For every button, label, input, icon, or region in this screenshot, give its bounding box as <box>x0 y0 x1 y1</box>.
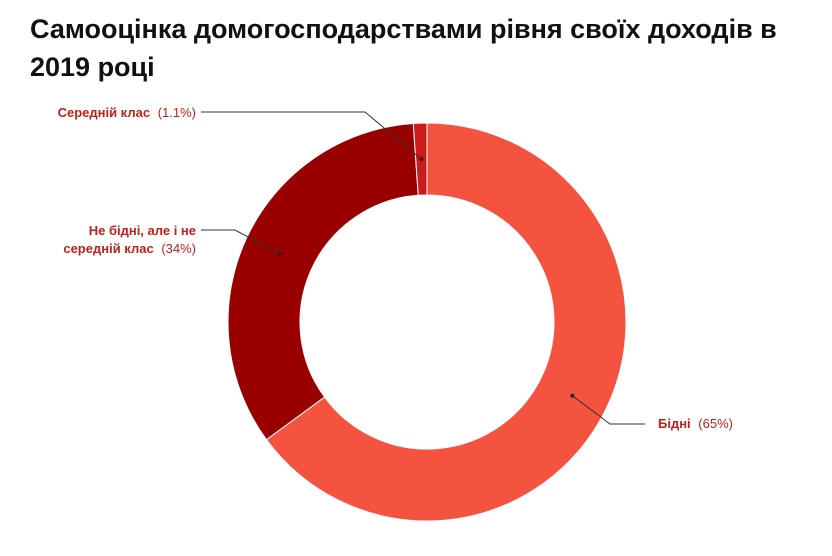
label-middle-class-name: Середній клас <box>58 105 151 120</box>
donut-slices <box>227 122 627 522</box>
label-not-poor-line2: середній клас (34%) <box>63 241 196 256</box>
leader-middle-class <box>201 111 422 160</box>
label-middle-class-pct: (1.1%) <box>158 105 196 120</box>
leader-middle-class-dot <box>419 157 424 162</box>
leader-not-poor-dot <box>277 251 282 256</box>
leader-lines <box>201 111 645 425</box>
label-middle-class: Середній клас (1.1%) <box>58 105 196 120</box>
leader-not-poor <box>201 229 280 254</box>
chart-title: Самооцінка домогосподарствами рівня свої… <box>30 14 777 82</box>
label-poor: Бідні (65%) <box>658 416 733 431</box>
leader-poor-dot <box>570 393 575 398</box>
slice-1 <box>227 122 419 441</box>
label-poor-pct: (65%) <box>698 416 733 431</box>
label-not-poor-line1: Не бідні, але і не <box>89 223 196 238</box>
label-not-poor-pct: (34%) <box>161 241 196 256</box>
slice-0 <box>265 122 627 522</box>
leader-poor <box>572 395 645 425</box>
label-poor-name: Бідні <box>658 416 691 431</box>
